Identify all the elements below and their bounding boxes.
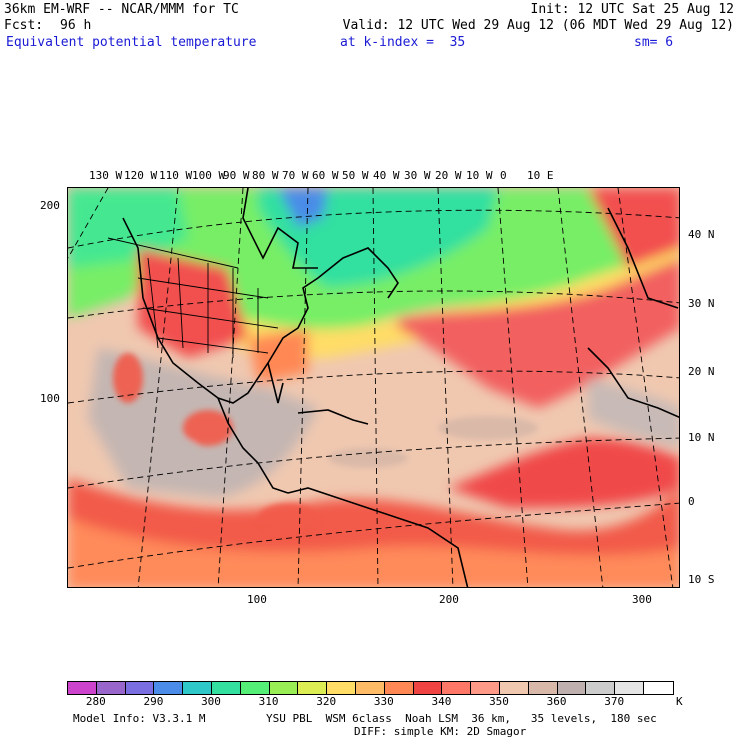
color-scale-label: 330 [373,695,394,708]
color-swatch [499,682,529,694]
color-swatch [615,682,644,694]
color-swatch [384,682,414,694]
color-swatch [125,682,155,694]
color-swatch [298,682,328,694]
physics-info-line1: YSU PBL WSM 6class Noah LSM 36 km, 35 le… [266,712,657,725]
lat-label-30n: 30 N [688,297,715,310]
model-title: 36km EM-WRF -- NCAR/MMM for TC [4,2,239,17]
color-scale-label: 340 [431,695,452,708]
lon-label: 110 W [159,169,193,182]
lon-label: 100 W [192,169,226,182]
color-swatch [528,682,558,694]
lon-label: 80 W [252,169,279,182]
lon-label: 120 W [124,169,158,182]
lat-label-10s: 10 S [688,573,715,586]
color-swatch [68,682,97,694]
lon-label: 50 W [342,169,369,182]
lat-label-equator: 0 [688,495,695,508]
color-swatch [154,682,184,694]
coastlines [122,188,679,587]
lon-label: 30 W [404,169,431,182]
grid-x-label-100: 100 [247,593,267,606]
color-swatch [211,682,241,694]
color-swatch [586,682,616,694]
lat-label-10n: 10 N [688,431,715,444]
forecast-label: Fcst: [4,18,44,33]
color-swatch [96,682,126,694]
color-scale-label: 370 [604,695,625,708]
color-swatch [355,682,385,694]
color-swatch [413,682,443,694]
lon-label: 60 W [312,169,339,182]
map-panel [67,187,680,588]
lon-label: 130 W [89,169,123,182]
color-swatch [327,682,356,694]
grid-x-label-200: 200 [439,593,459,606]
lon-label: 40 W [373,169,400,182]
lon-label: 10 W [466,169,493,182]
color-scale-label: 280 [85,695,106,708]
lon-label: 20 W [435,169,462,182]
model-info: Model Info: V3.3.1 M [73,712,206,725]
color-swatch [442,682,472,694]
color-scale-label: 300 [201,695,221,708]
lon-label: 70 W [282,169,309,182]
color-scale-label: 320 [316,695,337,708]
lat-lon-grid [68,188,679,587]
forecast-hour: 96 h [60,18,92,33]
color-swatch [471,682,500,694]
color-swatch [183,682,212,694]
color-swatch [269,682,299,694]
color-scale-label: 350 [489,695,509,708]
physics-info-line2: DIFF: simple KM: 2D Smagor [354,725,527,738]
lon-label: 10 E [527,169,554,182]
valid-time: Valid: 12 UTC Wed 29 Aug 12 (06 MDT Wed … [342,18,734,33]
lat-label-40n: 40 N [688,228,715,241]
grid-y-label-200: 200 [40,199,60,212]
field-name: Equivalent potential temperature [6,35,257,50]
lon-label: 90 W [223,169,250,182]
color-swatch [240,682,270,694]
grid-x-label-300: 300 [632,593,652,606]
level-label: at k-index = 35 [340,35,466,50]
lat-label-20n: 20 N [688,365,715,378]
color-scale-bar [67,681,674,695]
grid-y-label-100: 100 [40,392,60,405]
lon-label: 0 [500,169,507,182]
color-scale-label: 290 [143,695,164,708]
color-swatch [643,682,673,694]
color-scale-label: 310 [258,695,279,708]
init-time: Init: 12 UTC Sat 25 Aug 12 [530,2,735,17]
color-scale-units: K [676,695,683,708]
equivalent-potential-temperature-map [68,188,679,587]
color-swatch [557,682,587,694]
smoothing-label: sm= 6 [634,35,674,50]
color-scale-label: 360 [546,695,567,708]
